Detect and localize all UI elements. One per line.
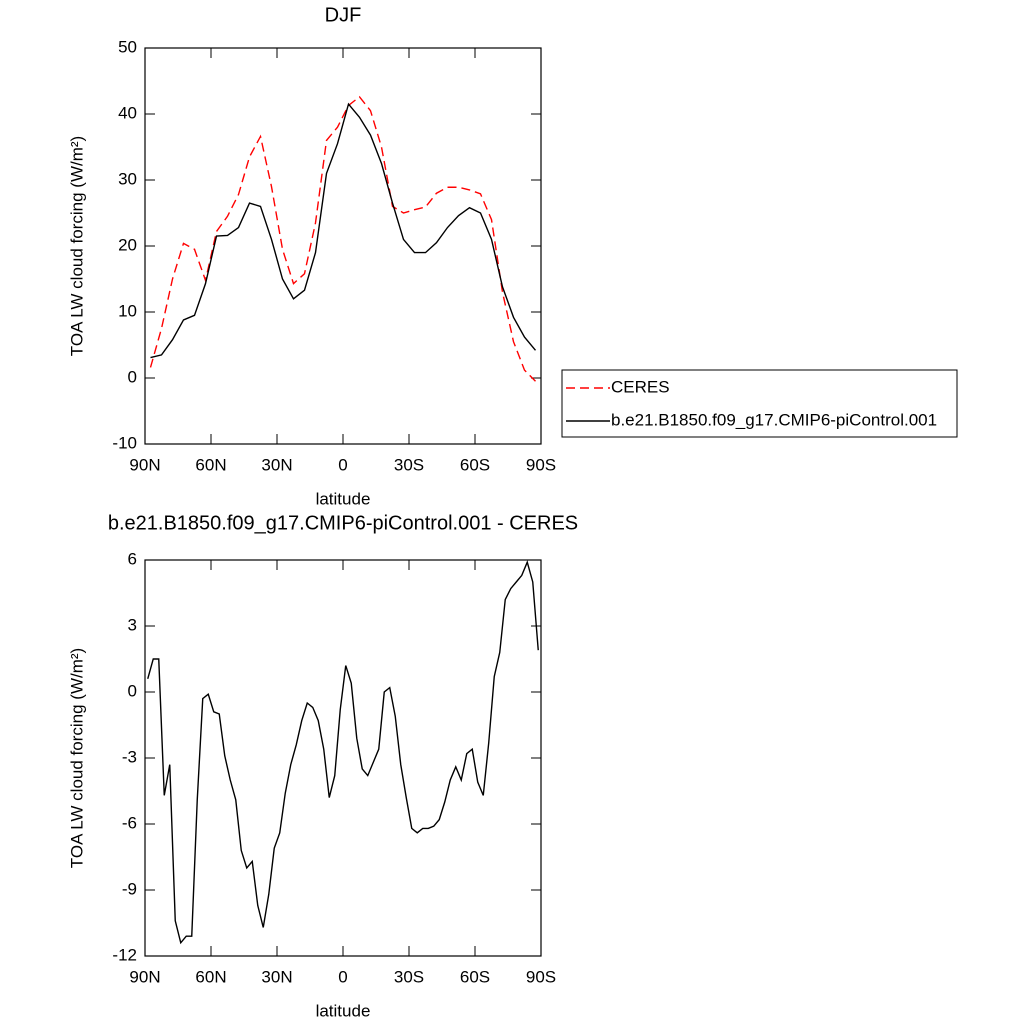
x-tick-label: 0 [338,967,347,986]
y-tick-label: 20 [118,235,137,254]
legend-label: CERES [611,377,670,396]
x-tick-label: 90S [526,455,556,474]
x-tick-label: 60S [460,967,490,986]
plot-frame [144,47,542,445]
x-tick-label: 60N [195,455,226,474]
x-tick-label: 30N [261,967,292,986]
y-tick-label: 30 [118,169,137,188]
y-tick-label: -10 [112,433,137,452]
y-tick-label: 10 [118,301,137,320]
y-axis-label: TOA LW cloud forcing (W/m²) [67,136,86,356]
x-tick-label: 90N [129,455,160,474]
plot-frame [144,559,542,957]
y-tick-label: 0 [128,681,137,700]
x-tick-label: 60S [460,455,490,474]
y-tick-label: -12 [112,945,137,964]
chart-title: DJF [325,4,362,26]
x-axis-label: latitude [316,1001,371,1020]
x-tick-label: 30S [394,967,424,986]
y-tick-label: 6 [128,549,137,568]
x-tick-label: 90N [129,967,160,986]
x-tick-label: 0 [338,455,347,474]
data-line [149,95,536,382]
x-tick-label: 30S [394,455,424,474]
x-tick-label: 60N [195,967,226,986]
legend-label: b.e21.B1850.f09_g17.CMIP6-piControl.001 [611,410,937,429]
legend-box [561,369,958,438]
x-tick-label: 30N [261,455,292,474]
y-tick-label: -6 [122,813,137,832]
x-axis-label: latitude [316,489,371,508]
y-tick-label: -3 [122,747,137,766]
y-tick-label: 3 [128,615,137,634]
chart-title: b.e21.B1850.f09_g17.CMIP6-piControl.001 … [108,512,578,534]
data-line [150,102,537,359]
data-line [147,560,539,945]
y-axis-label: TOA LW cloud forcing (W/m²) [67,648,86,868]
y-tick-label: 40 [118,103,137,122]
y-tick-label: 0 [128,367,137,386]
y-tick-label: 50 [118,37,137,56]
y-tick-label: -9 [122,879,137,898]
x-tick-label: 90S [526,967,556,986]
